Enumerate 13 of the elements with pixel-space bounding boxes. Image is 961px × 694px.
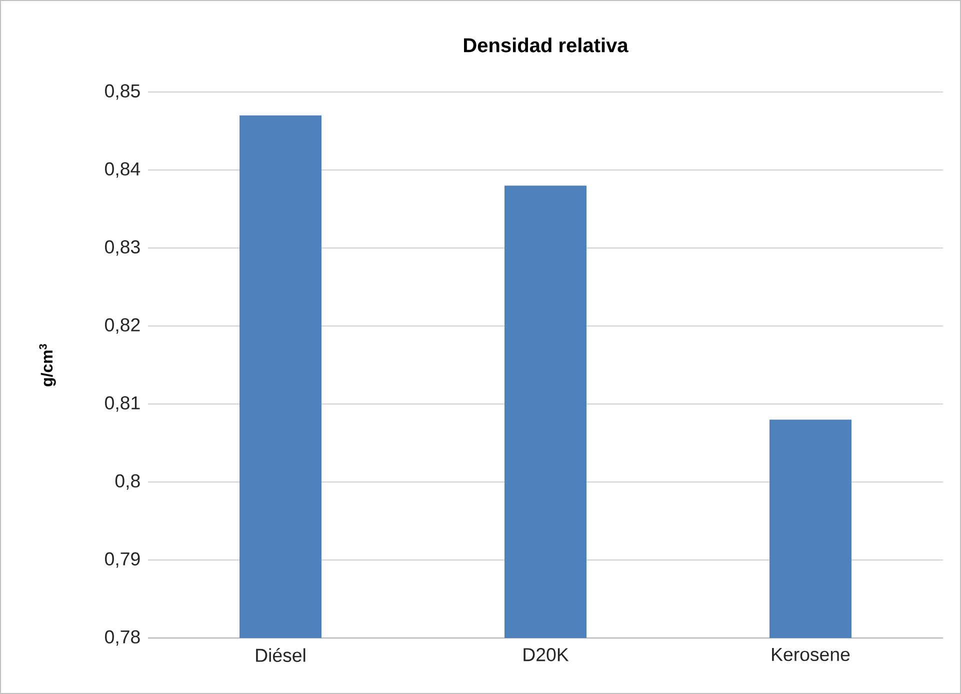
y-tick-label: 0,78 — [105, 630, 140, 646]
y-tick-label: 0,84 — [105, 162, 140, 178]
x-tick-label: Kerosene — [772, 648, 850, 662]
y-axis-title: g/cm$^{3}$ — [39, 344, 56, 386]
y-tick-label: 0,82 — [105, 318, 140, 334]
x-tick-label: D20K — [524, 648, 569, 662]
y-tick-label: 0,83 — [105, 240, 140, 256]
y-tick-label: 0,8 — [115, 474, 140, 490]
x-tick-label: Diésel — [256, 648, 306, 662]
chart-title: Densidad relativa — [464, 38, 628, 52]
y-tick-label: 0,79 — [105, 552, 140, 568]
y-tick-label: 0,85 — [105, 84, 140, 100]
y-tick-label: 0,81 — [105, 396, 140, 412]
